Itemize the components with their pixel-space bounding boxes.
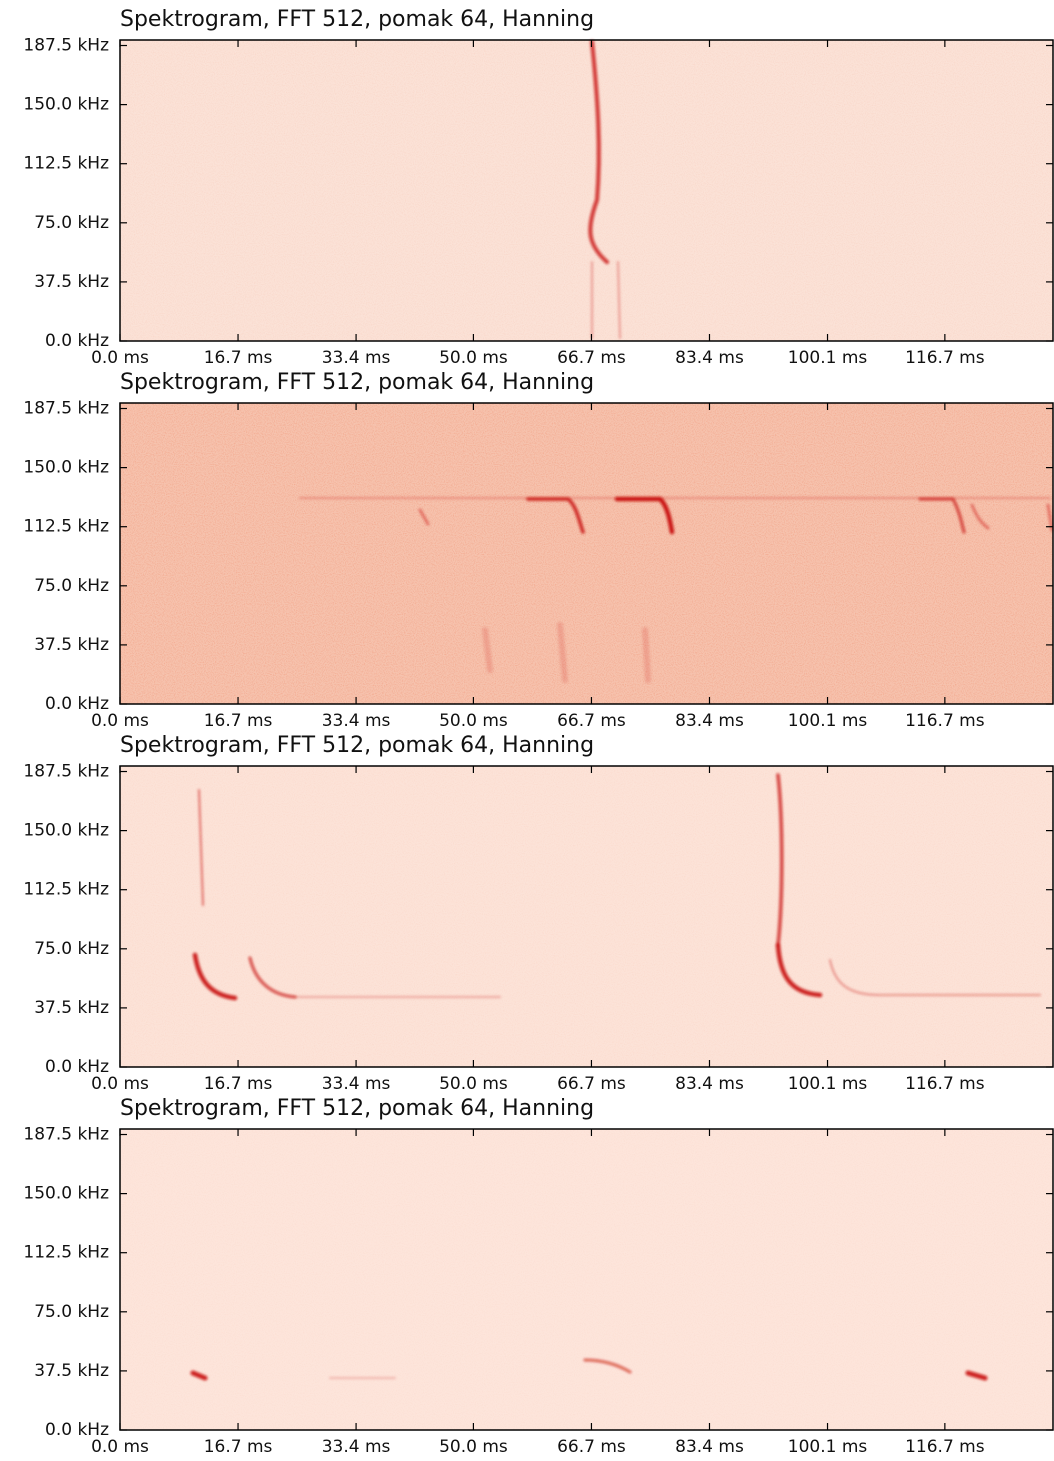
chart-title: Spektrogram, FFT 512, pomak 64, Hanning bbox=[120, 1096, 594, 1121]
call bbox=[248, 956, 297, 999]
x-tick-label: 116.7 ms bbox=[905, 1437, 985, 1457]
x-tick-label: 16.7 ms bbox=[204, 348, 273, 368]
axes-frame bbox=[119, 402, 1054, 705]
x-tick-label: 0.0 ms bbox=[91, 348, 149, 368]
x-tick-label: 0.0 ms bbox=[91, 711, 149, 731]
y-tick-label: 187.5 kHz bbox=[23, 399, 109, 419]
call bbox=[591, 261, 621, 339]
x-tick-label: 116.7 ms bbox=[905, 348, 985, 368]
x-tick-label: 0.0 ms bbox=[91, 1437, 149, 1457]
x-tick-label: 50.0 ms bbox=[439, 1074, 508, 1094]
noise bbox=[120, 403, 1053, 704]
chart-title: Spektrogram, FFT 512, pomak 64, Hanning bbox=[120, 370, 594, 395]
x-tick-label: 116.7 ms bbox=[905, 1074, 985, 1094]
y-tick-label: 37.5 kHz bbox=[34, 635, 109, 655]
x-tick-label: 66.7 ms bbox=[557, 1437, 626, 1457]
call bbox=[614, 496, 675, 535]
chart-title: Spektrogram, FFT 512, pomak 64, Hanning bbox=[120, 733, 594, 758]
y-tick-label: 75.0 kHz bbox=[34, 1302, 109, 1322]
y-tick-label: 75.0 kHz bbox=[34, 213, 109, 233]
call bbox=[526, 497, 585, 534]
x-tick-label: 66.7 ms bbox=[557, 1074, 626, 1094]
y-tick-label: 150.0 kHz bbox=[23, 1184, 109, 1204]
y-tick-label: 150.0 kHz bbox=[23, 95, 109, 115]
call bbox=[198, 789, 204, 906]
x-tick-label: 100.1 ms bbox=[788, 1437, 868, 1457]
x-tick-label: 83.4 ms bbox=[675, 1437, 744, 1457]
x-tick-label: 116.7 ms bbox=[905, 711, 985, 731]
x-tick-label: 100.1 ms bbox=[788, 711, 868, 731]
noise bbox=[120, 1129, 1053, 1430]
y-tick-label: 187.5 kHz bbox=[23, 1125, 109, 1145]
call bbox=[829, 959, 1041, 996]
y-tick-label: 187.5 kHz bbox=[23, 36, 109, 56]
spectrogram-features bbox=[190, 40, 1054, 1381]
x-tick-label: 16.7 ms bbox=[204, 1074, 273, 1094]
x-tick-label: 0.0 ms bbox=[91, 1074, 149, 1094]
y-tick-label: 112.5 kHz bbox=[23, 154, 109, 174]
x-tick-label: 83.4 ms bbox=[675, 1074, 744, 1094]
x-tick-label: 33.4 ms bbox=[322, 1074, 391, 1094]
axes-frame bbox=[119, 39, 1054, 342]
axes-frame bbox=[119, 1128, 1054, 1431]
call bbox=[776, 773, 784, 947]
y-tick-label: 112.5 kHz bbox=[23, 880, 109, 900]
y-tick-label: 37.5 kHz bbox=[34, 998, 109, 1018]
call bbox=[918, 497, 966, 534]
x-tick-label: 83.4 ms bbox=[675, 711, 744, 731]
x-tick-label: 50.0 ms bbox=[439, 711, 508, 731]
noise bbox=[120, 40, 1053, 341]
x-tick-label: 66.7 ms bbox=[557, 348, 626, 368]
y-tick-label: 187.5 kHz bbox=[23, 762, 109, 782]
x-tick-label: 16.7 ms bbox=[204, 711, 273, 731]
x-tick-label: 16.7 ms bbox=[204, 1437, 273, 1457]
y-tick-label: 150.0 kHz bbox=[23, 458, 109, 478]
x-tick-label: 66.7 ms bbox=[557, 711, 626, 731]
call bbox=[190, 1370, 208, 1381]
x-tick-label: 33.4 ms bbox=[322, 1437, 391, 1457]
x-tick-label: 83.4 ms bbox=[675, 348, 744, 368]
x-tick-label: 33.4 ms bbox=[322, 348, 391, 368]
x-tick-label: 33.4 ms bbox=[322, 711, 391, 731]
chart-title: Spektrogram, FFT 512, pomak 64, Hanning bbox=[120, 7, 594, 32]
x-tick-label: 100.1 ms bbox=[788, 1074, 868, 1094]
noise bbox=[120, 766, 1053, 1067]
x-tick-label: 50.0 ms bbox=[439, 1437, 508, 1457]
y-tick-label: 112.5 kHz bbox=[23, 517, 109, 537]
call bbox=[418, 503, 1054, 532]
y-tick-label: 0.0 kHz bbox=[45, 1420, 109, 1440]
call bbox=[583, 1358, 632, 1374]
call bbox=[192, 952, 238, 1001]
axes-frame bbox=[119, 765, 1054, 1068]
call bbox=[588, 40, 609, 264]
call bbox=[965, 1370, 988, 1381]
y-tick-label: 0.0 kHz bbox=[45, 1057, 109, 1077]
y-tick-label: 112.5 kHz bbox=[23, 1243, 109, 1263]
y-tick-label: 75.0 kHz bbox=[34, 939, 109, 959]
y-tick-label: 37.5 kHz bbox=[34, 1361, 109, 1381]
x-tick-label: 100.1 ms bbox=[788, 348, 868, 368]
y-tick-label: 0.0 kHz bbox=[45, 694, 109, 714]
y-tick-label: 150.0 kHz bbox=[23, 821, 109, 841]
x-tick-label: 50.0 ms bbox=[439, 348, 508, 368]
call bbox=[775, 942, 823, 998]
y-tick-label: 75.0 kHz bbox=[34, 576, 109, 596]
call bbox=[482, 622, 651, 683]
y-tick-label: 0.0 kHz bbox=[45, 331, 109, 351]
y-tick-label: 37.5 kHz bbox=[34, 272, 109, 292]
